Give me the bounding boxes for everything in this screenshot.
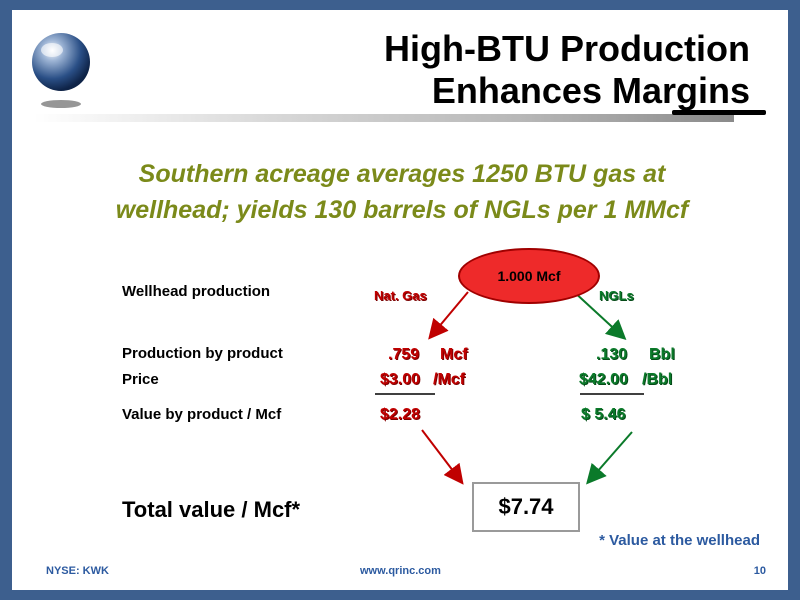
source-ellipse: 1.000 Mcf: [458, 248, 600, 304]
title-line-2: Enhances Margins: [431, 70, 750, 111]
subtitle: Southern acreage averages 1250 BTU gas a…: [52, 156, 752, 228]
label-price: Price: [122, 371, 159, 388]
title-underline: [672, 110, 766, 115]
title-line-1: High-BTU Production: [384, 28, 750, 69]
subtitle-line-1: Southern acreage averages 1250 BTU gas a…: [138, 160, 666, 188]
label-production-by-product: Production by product: [122, 345, 283, 362]
label-value-by-product: Value by product / Mcf: [122, 406, 282, 423]
label-total-value: Total value / Mcf*: [122, 497, 301, 522]
total-value-box: $7.74: [472, 482, 580, 532]
natgas-label: Nat. Gas: [374, 288, 427, 303]
natgas-price-unit: /Mcf: [433, 371, 465, 388]
arrow-ngls-to-total: [586, 431, 633, 485]
ngls-label: NGLs: [599, 288, 634, 303]
subtitle-line-2: wellhead; yields 130 barrels of NGLs per…: [115, 196, 689, 224]
natgas-value: $2.28: [380, 406, 421, 423]
label-wellhead: Wellhead production: [122, 283, 271, 300]
slide: High-BTU Production Enhances Margins Sou…: [12, 10, 788, 590]
footer-website: www.qrinc.com: [360, 565, 441, 577]
ngls-value: $ 5.46: [581, 406, 626, 423]
arrow-source-to-ngls: [571, 289, 627, 341]
arrow-natgas-to-total: [421, 429, 464, 485]
ngls-price: $42.00: [579, 371, 628, 388]
ngls-production-unit: Bbl: [649, 346, 675, 363]
arrow-source-to-natgas: [428, 291, 469, 340]
footnote: * Value at the wellhead: [599, 532, 760, 549]
natgas-price: $3.00: [380, 371, 421, 388]
flow-arrows: [375, 289, 644, 485]
slide-title: High-BTU Production Enhances Margins: [384, 28, 750, 112]
ngls-price-unit: /Bbl: [642, 371, 673, 388]
ngls-production: .130: [596, 346, 628, 363]
footer-ticker: NYSE: KWK: [46, 565, 109, 577]
natgas-production: .759: [388, 346, 420, 363]
footer-page-number: 10: [753, 565, 766, 577]
title-divider: [34, 114, 734, 122]
natgas-production-unit: Mcf: [440, 346, 468, 363]
globe-icon: [32, 33, 90, 108]
